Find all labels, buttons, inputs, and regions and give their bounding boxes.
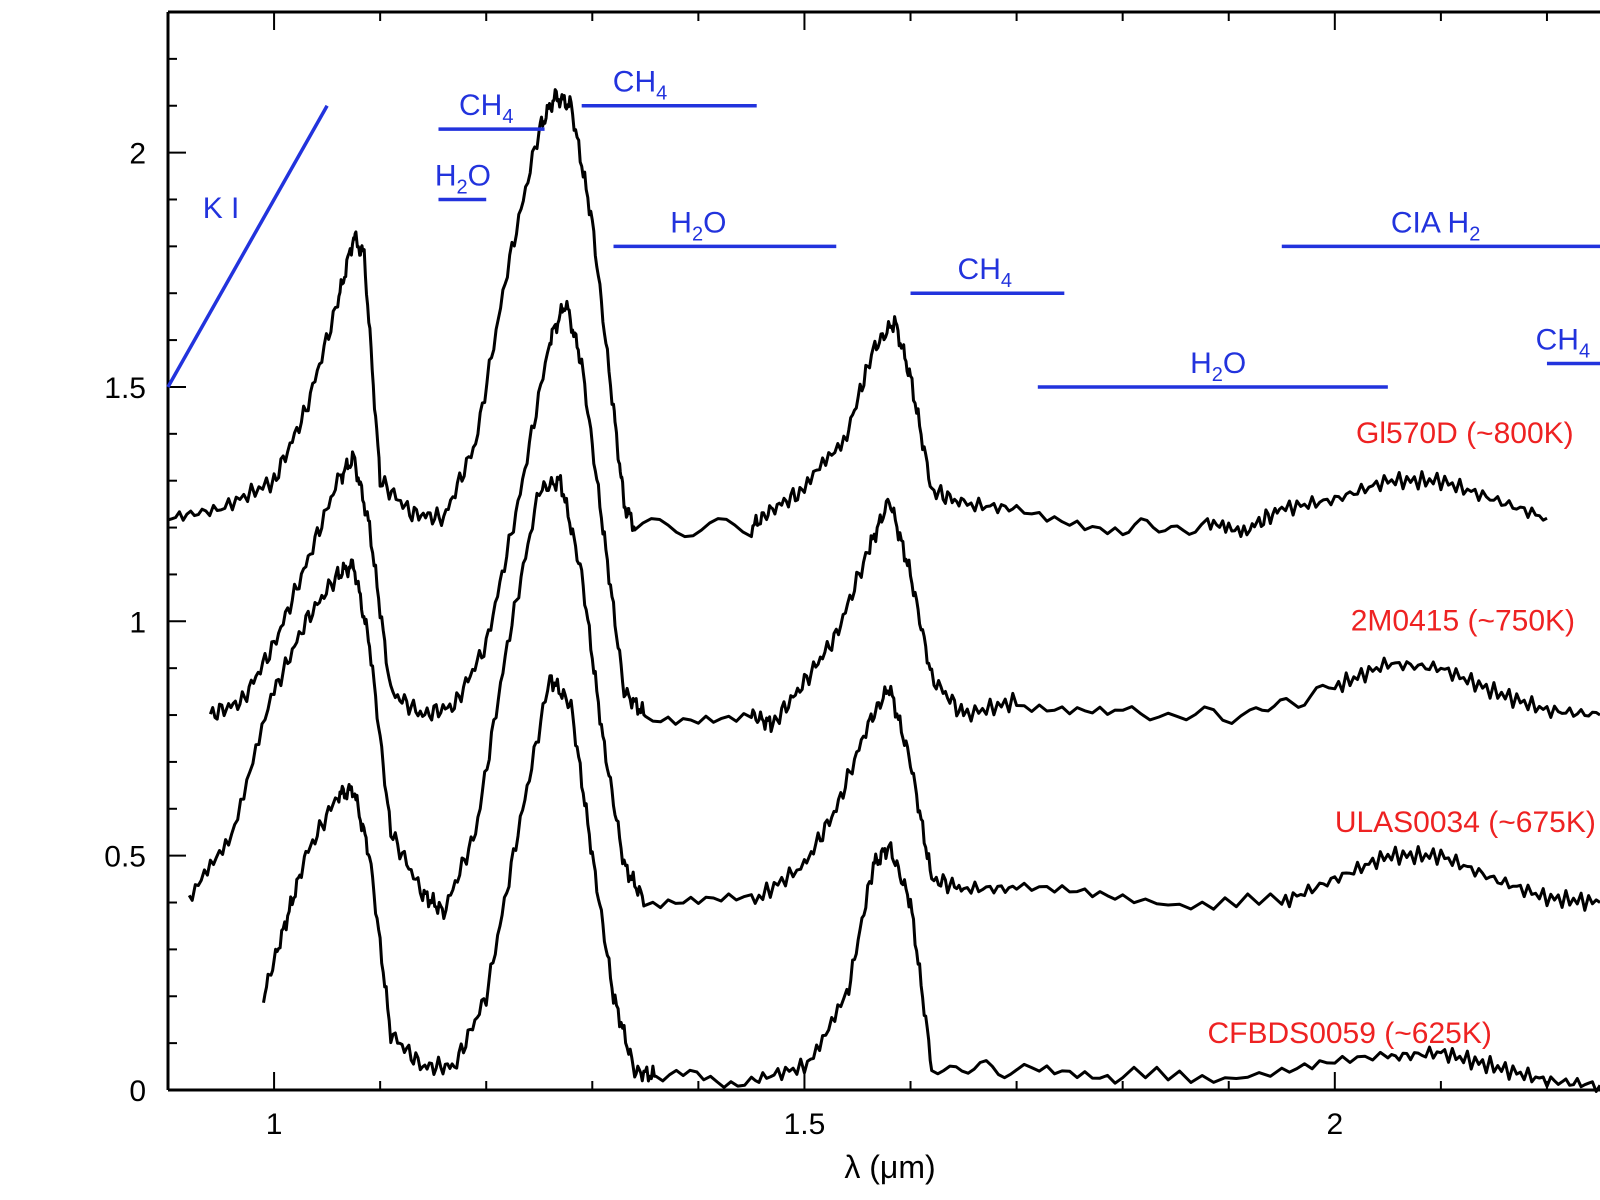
series-line (262, 674, 1600, 1093)
y-tick-label: 2 (129, 138, 146, 171)
band-label-text: K I (203, 192, 240, 225)
band-label-subscript: 2 (1469, 223, 1480, 245)
band-label: CH4 (613, 66, 667, 105)
x-tick-label: 1.5 (784, 1108, 826, 1141)
x-tick-label: 1 (266, 1108, 283, 1141)
band-label: CIA H2 (1391, 206, 1480, 245)
band-label: CH4 (459, 89, 513, 128)
band-label-text: CIA H (1391, 206, 1469, 239)
series-line (167, 88, 1548, 539)
band-label: H2O (1190, 347, 1246, 386)
band-label-subscript: 4 (502, 106, 513, 128)
band-label-tail: O (1223, 347, 1246, 380)
band-label-text: CH (1536, 323, 1579, 356)
x-axis: 1 1.5 2 (167, 12, 1548, 1141)
band-label: H2O (670, 206, 726, 245)
y-axis: 0 0.5 1 1.5 2 (104, 11, 186, 1108)
band-label-subscript: 2 (456, 176, 467, 198)
x-axis-title: λ (μm) (844, 1149, 935, 1185)
band-label-tail: O (468, 159, 491, 192)
series-line (208, 299, 1600, 733)
series-line (187, 474, 1600, 920)
band-label-tail: O (703, 206, 726, 239)
band-label: CH4 (958, 253, 1012, 292)
y-tick-label: 0 (129, 1075, 146, 1108)
band-label-text: H (670, 206, 692, 239)
band-label-text: CH (613, 66, 656, 99)
x-tick-label: 2 (1326, 1108, 1343, 1141)
band-line (166, 104, 329, 388)
band-label-subscript: 2 (692, 223, 703, 245)
band-label-text: H (435, 159, 457, 192)
series-name-label: ULAS0034 (~675K) (1335, 806, 1596, 839)
y-tick-label: 1.5 (104, 372, 146, 405)
band-label-text: CH (958, 253, 1001, 286)
band-label-subscript: 4 (1001, 270, 1012, 292)
series-name-label: Gl570D (~800K) (1356, 417, 1574, 450)
series-labels: Gl570D (~800K) 2M0415 (~750K) ULAS0034 (~6… (1208, 417, 1596, 1050)
series-name-label: CFBDS0059 (~625K) (1208, 1017, 1492, 1050)
plot-frame (166, 10, 1600, 1092)
band-label-text: H (1190, 347, 1212, 380)
series-name-label: 2M0415 (~750K) (1351, 605, 1575, 638)
band-label-text: CH (459, 89, 502, 122)
y-tick-label: 0.5 (104, 841, 146, 874)
band-label: K I (203, 192, 240, 225)
band-label-subscript: 4 (656, 83, 667, 105)
series-lines (167, 88, 1600, 1093)
band-label-subscript: 4 (1579, 340, 1590, 362)
band-label-subscript: 2 (1212, 364, 1223, 386)
band-label: CH4 (1536, 323, 1590, 362)
band-label: H2O (435, 159, 491, 198)
y-tick-label: 1 (129, 606, 146, 639)
